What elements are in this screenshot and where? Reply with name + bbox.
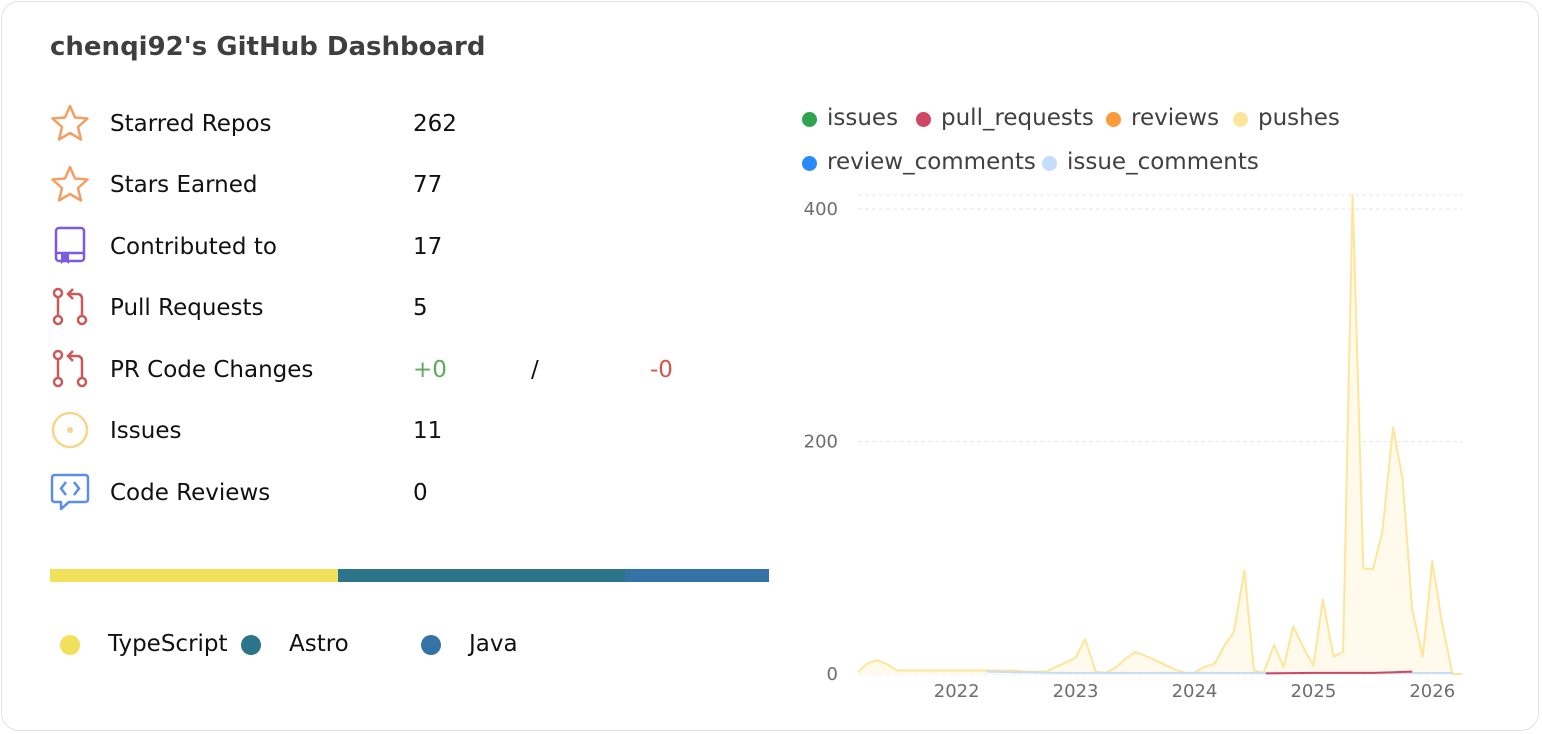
stat-label: Starred Repos (110, 111, 272, 137)
stat-value: 77 (413, 172, 443, 198)
y-tick-label: 400 (804, 199, 838, 220)
x-tick-label: 2026 (1409, 681, 1455, 702)
stat-value: 5 (413, 295, 428, 321)
legend-dot (1042, 156, 1057, 171)
stat-label: Stars Earned (110, 172, 258, 198)
language-dot (421, 635, 441, 655)
legend-label: review_comments (827, 149, 1036, 175)
legend-dot (916, 112, 931, 127)
stat-label: Code Reviews (110, 480, 271, 506)
additions-value: +0 (413, 357, 447, 383)
language-bar-java (625, 569, 769, 582)
series-line-pushes (857, 194, 1462, 675)
language-bar-astro (337, 569, 626, 582)
x-tick-label: 2025 (1290, 681, 1336, 702)
stat-value: 17 (413, 234, 443, 260)
star-icon (51, 104, 89, 141)
stat-value: 0 (413, 480, 428, 506)
stat-row-code-reviews: Code Reviews 0 (50, 472, 750, 512)
stat-label: Contributed to (110, 234, 277, 260)
legend-dot (802, 156, 817, 171)
language-dot (60, 635, 80, 655)
repo-icon (54, 226, 86, 264)
language-name: TypeScript (108, 631, 228, 657)
series-line-pull_requests (1265, 670, 1413, 675)
stat-label: PR Code Changes (110, 357, 314, 383)
y-tick-label: 0 (827, 664, 838, 685)
stat-value: 262 (413, 111, 457, 137)
dashboard-title: chenqi92's GitHub Dashboard (50, 32, 486, 62)
language-name: Astro (289, 631, 349, 657)
x-tick-label: 2022 (934, 681, 980, 702)
stat-value: 11 (413, 418, 443, 444)
legend-label: reviews (1131, 105, 1220, 131)
git-pull-request-icon (52, 349, 88, 388)
activity-chart: 0 200 400 2022 2023 2024 2025 2026 (804, 194, 1462, 702)
git-pull-request-icon (52, 287, 88, 326)
stat-row-issues: Issues 11 (50, 410, 750, 450)
language-bar (50, 569, 769, 582)
stat-row-contributed-to: Contributed to 17 (50, 226, 750, 266)
language-dot (241, 635, 261, 655)
stat-row-stars-earned: Stars Earned 77 (50, 164, 750, 204)
y-tick-label: 200 (804, 431, 838, 452)
legend-label: pushes (1258, 105, 1340, 131)
x-tick-label: 2023 (1053, 681, 1099, 702)
stat-row-pull-requests: Pull Requests 5 (50, 287, 750, 327)
stat-row-starred-repos: Starred Repos 262 (50, 103, 750, 143)
stat-row-pr-code-changes: PR Code Changes +0 / -0 (50, 349, 750, 389)
legend-label: issues (827, 105, 899, 131)
legend-label: pull_requests (941, 105, 1094, 131)
stat-label: Pull Requests (110, 295, 264, 321)
issue-icon (51, 411, 89, 449)
series-area-pushes (858, 195, 1462, 674)
deletions-value: -0 (650, 357, 673, 383)
language-bar-typescript (50, 569, 338, 582)
star-icon (51, 165, 89, 202)
x-tick-label: 2024 (1172, 681, 1218, 702)
legend-dot (802, 112, 817, 127)
legend-dot (1233, 112, 1248, 127)
language-name: Java (469, 631, 518, 657)
legend-label: issue_comments (1067, 149, 1259, 175)
changes-separator: / (531, 357, 539, 383)
code-review-icon (50, 473, 90, 511)
legend-dot (1106, 112, 1121, 127)
stat-label: Issues (110, 418, 182, 444)
